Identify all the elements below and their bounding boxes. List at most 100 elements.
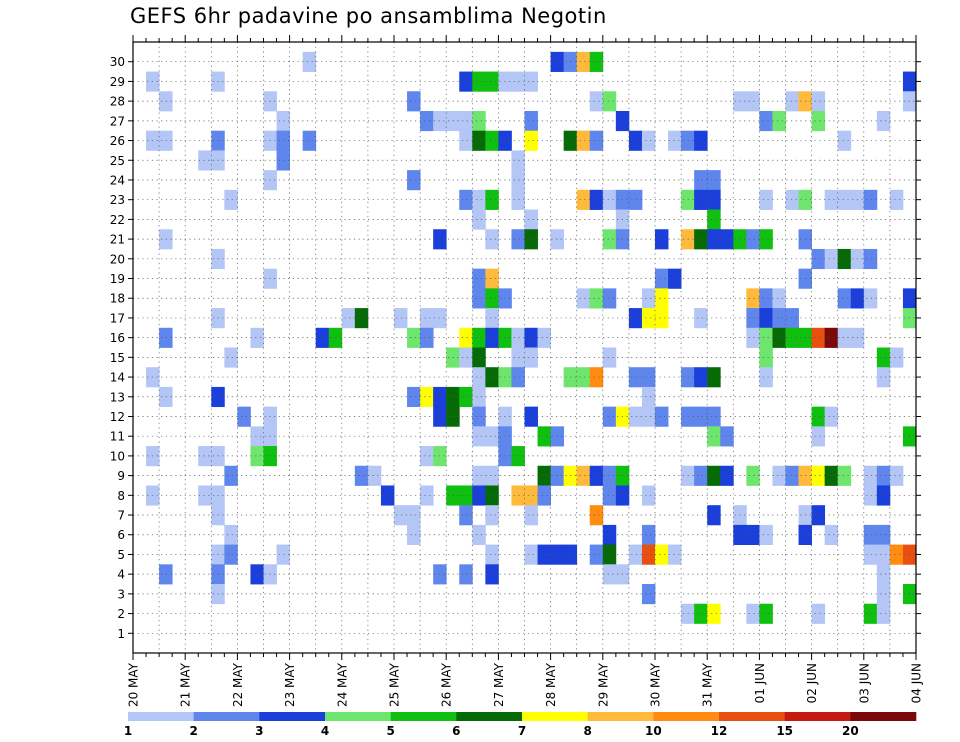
colorbar-label: 2 [189,724,197,738]
heatmap-cell [746,465,760,486]
colorbar-swatch [325,712,391,721]
y-tick-label: 19 [110,272,125,286]
heatmap-cell [459,485,473,506]
heatmap-cell [485,426,499,447]
heatmap-cell [276,110,290,132]
heatmap-cell [602,544,617,565]
heatmap-cell [224,544,238,565]
heatmap-cell [354,465,369,486]
heatmap-cell [694,367,708,388]
heatmap-cell [641,288,656,309]
heatmap-cell [537,544,551,565]
colorbar-label: 12 [711,724,728,738]
heatmap-cell [694,406,708,427]
heatmap-cell [720,465,734,486]
heatmap-cell [668,544,682,565]
heatmap-cell [420,386,434,408]
heatmap-cell [707,426,721,447]
y-tick-label: 25 [110,154,125,168]
x-tick-label: 03 JUN [857,663,871,703]
y-tick-label: 11 [110,430,125,444]
heatmap-cell [876,485,891,506]
heatmap-cell [354,308,369,329]
heatmap-cell [420,308,434,329]
heatmap-cell [472,386,486,408]
x-tick-label: 27 MAY [492,662,506,707]
colorbar-label: 15 [776,724,793,738]
y-tick-label: 8 [117,489,125,503]
y-tick-label: 29 [110,75,125,89]
heatmap-cell [641,524,656,545]
colorbar-label: 4 [321,724,329,738]
heatmap-cell [511,367,525,388]
heatmap-cell [485,544,499,565]
heatmap-cell [628,367,643,388]
y-tick-label: 6 [117,528,125,542]
x-tick-label: 28 MAY [544,662,558,707]
heatmap-cell [837,248,852,270]
y-tick-label: 18 [110,292,125,306]
heatmap-cell [159,386,173,408]
heatmap-cell [863,485,878,506]
heatmap-cell [602,406,617,427]
colorbar-swatch [193,712,260,721]
heatmap-cell [876,603,891,624]
heatmap-cell [524,229,538,250]
colorbar-label: 8 [583,724,591,738]
heatmap-cell [694,603,708,624]
heatmap-cell [707,465,721,486]
heatmap-cell [524,505,538,526]
heatmap-cell [459,327,473,348]
heatmap-cell [472,426,486,447]
heatmap-cell [524,406,538,427]
heatmap-cell [550,229,565,250]
heatmap-cell [889,347,904,368]
heatmap-cell [485,465,499,486]
heatmap-cell [602,485,617,506]
heatmap-cell [276,150,290,171]
heatmap-cell [785,91,799,112]
heatmap-cell [772,288,786,309]
heatmap-cell [524,110,538,132]
heatmap-cell [589,367,604,388]
heatmap-cell [602,189,617,210]
heatmap-cell [707,406,721,427]
heatmap-cell [720,229,734,250]
heatmap-cell [472,347,486,368]
heatmap-cell [485,229,499,250]
y-tick-label: 5 [117,548,125,562]
heatmap-cell [628,544,643,565]
heatmap-cell [811,603,826,624]
heatmap-cell [837,327,852,348]
heatmap-cell [863,288,878,309]
heatmap-cell [159,91,173,112]
heatmap-cell [694,130,708,151]
y-tick-label: 10 [110,449,125,463]
y-tick-label: 4 [117,568,125,582]
heatmap-cell [524,209,538,230]
heatmap-cell [589,91,604,112]
heatmap-cell [876,110,891,132]
heatmap-cell [485,189,499,210]
heatmap-cell [811,505,826,526]
heatmap-cell [641,485,656,506]
heatmap-cell [250,327,264,348]
heatmap-cell [224,347,238,368]
heatmap-cell [537,426,551,447]
heatmap-cell [459,110,473,132]
heatmap-cell [811,248,826,270]
heatmap-cell [433,308,447,329]
y-tick-label: 17 [110,311,125,325]
heatmap-cell [472,406,486,427]
heatmap-cell [420,110,434,132]
heatmap-cell [641,386,656,408]
heatmap-cell [576,130,591,151]
x-tick-label: 20 MAY [127,662,141,707]
heatmap-cell [655,229,669,250]
heatmap-cell [589,544,604,565]
heatmap-cell [837,130,852,151]
heatmap-cell [315,327,330,348]
heatmap-cell [707,209,721,230]
heatmap-cell [707,603,721,624]
heatmap-cell [694,465,708,486]
